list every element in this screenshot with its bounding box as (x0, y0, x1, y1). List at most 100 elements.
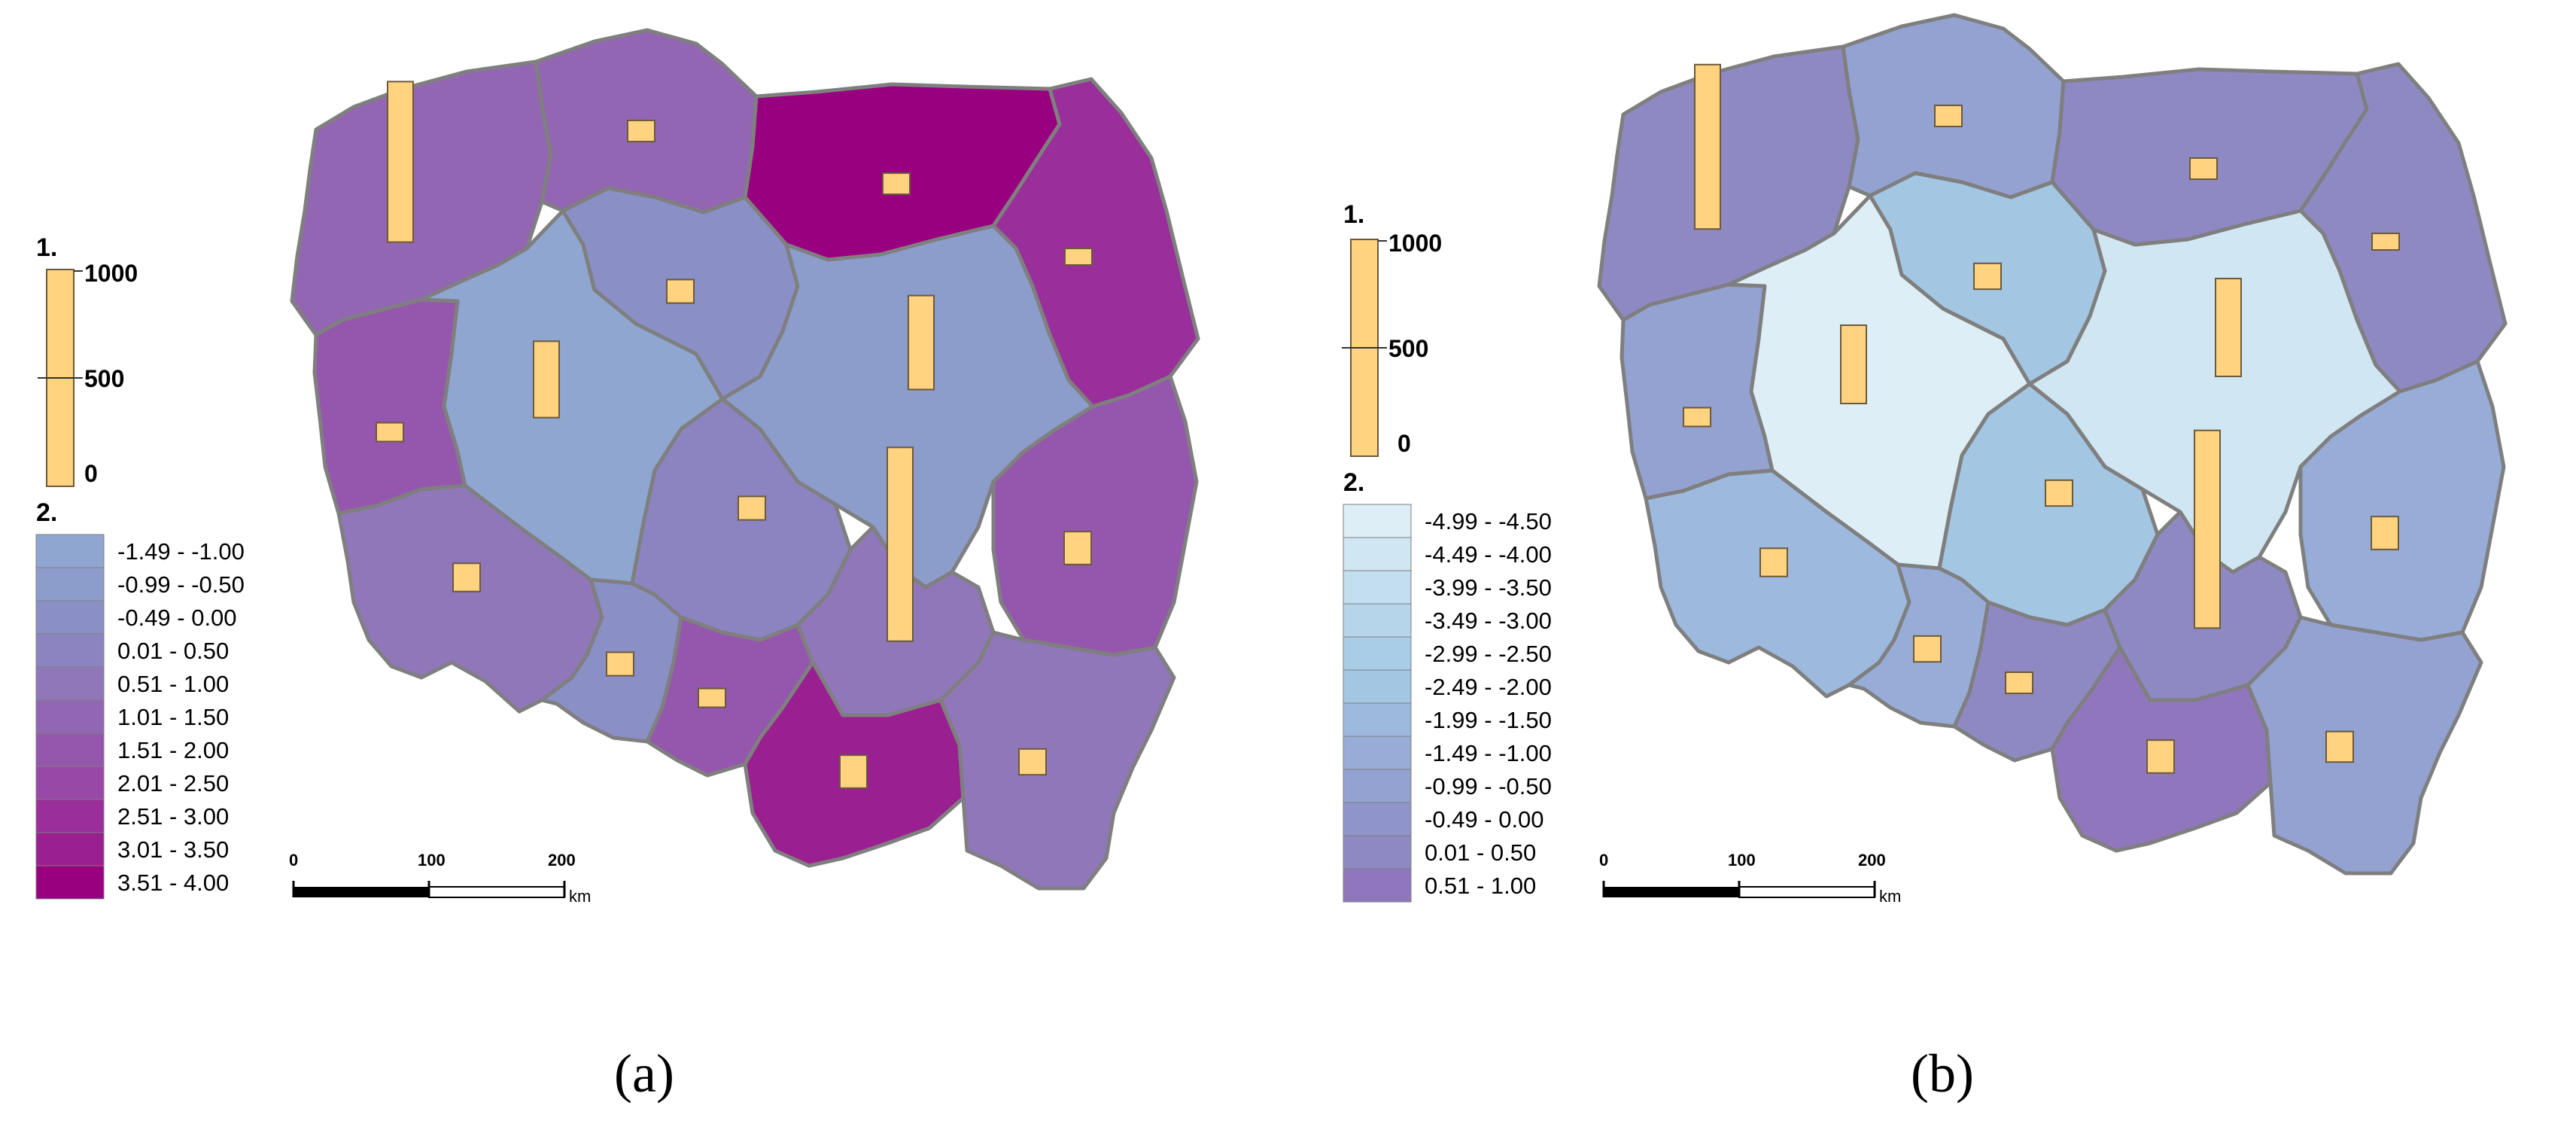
bar-symbol-malopolskie (839, 754, 868, 789)
class-legend-swatch (35, 699, 105, 734)
class-legend-items: -4.99 - -4.50 -4.49 - -4.00 -3.99 - -3.50 -… (1343, 504, 1552, 903)
class-legend-label: 3.51 - 4.00 (117, 870, 229, 896)
class-legend-label: 2.51 - 3.00 (117, 803, 229, 830)
class-legend-swatch (1343, 702, 1412, 737)
panel-caption-a: (a) (614, 1043, 674, 1104)
bar-symbol-opolskie (606, 651, 634, 677)
class-legend-swatch (1343, 603, 1412, 638)
region-podkarpackie[interactable] (2246, 615, 2483, 876)
bar-symbol-dolnoslaskie (1759, 547, 1788, 577)
scale-bar-label-200: 200 (548, 851, 576, 870)
bar-symbol-opolskie (1913, 635, 1942, 663)
scale-bar-unit: km (1879, 887, 1901, 906)
bar-legend-max-label: 1000 (1388, 230, 1442, 257)
scale-bar-black-segment (293, 887, 429, 897)
bar-legend-min-label: 0 (84, 460, 98, 487)
bar-symbol-lodzkie (738, 495, 766, 521)
class-legend-swatch (35, 666, 105, 701)
class-legend-label: -3.49 - -3.00 (1425, 608, 1552, 634)
bar-symbol-wielkopolskie (533, 340, 560, 419)
class-legend-label: -1.99 - -1.50 (1425, 707, 1552, 733)
bar-symbol-podlaskie (2371, 233, 2400, 251)
bar-symbol-kujawsko-pomorskie (666, 279, 695, 304)
class-legend-swatch (35, 766, 105, 800)
class-legend-swatch (1343, 769, 1412, 803)
scale-bar-b: 0 100 200 km (1599, 851, 1901, 906)
class-legend-label: -0.49 - 0.00 (1425, 806, 1544, 833)
class-legend-swatch (1343, 835, 1412, 870)
scale-bar-unit: km (569, 887, 591, 906)
bar-symbol-swietokrzyskie (2194, 429, 2221, 629)
bar-symbol-zachodniopomorskie (1694, 63, 1721, 230)
class-legend-number: 2. (1343, 468, 1364, 497)
scale-bar-label-100: 100 (1728, 851, 1756, 870)
class-legend-label: 2.01 - 2.50 (117, 770, 229, 796)
scale-bar-label-200: 200 (1858, 851, 1886, 870)
map-panel-b: 1. 1000 500 0 2. -4.99 - -4.50 -4.49 - -4… (1288, 0, 2575, 1133)
class-legend-swatch (35, 600, 105, 635)
class-legend-swatch (35, 633, 105, 668)
scale-bar-white-segment (1738, 886, 1875, 898)
map-a-bars (376, 81, 1093, 789)
scale-bar-white-segment (428, 886, 565, 898)
bar-symbol-podkarpackie (2325, 730, 2354, 763)
bar-symbol-wielkopolskie (1840, 324, 1867, 404)
class-legend-label: -2.99 - -2.50 (1425, 641, 1552, 667)
class-legend-swatch (1343, 504, 1412, 538)
map-b-bars (1683, 63, 2400, 774)
class-legend-b: 2. -4.99 - -4.50 -4.49 - -4.00 -3.99 - -3.… (1343, 468, 1552, 903)
bar-symbol-podkarpackie (1018, 748, 1047, 776)
bar-legend-number: 1. (1343, 200, 1364, 229)
bar-symbol-lodzkie (2045, 479, 2073, 507)
class-legend-swatch (1343, 736, 1412, 770)
scale-bar-black-segment (1604, 887, 1739, 897)
bar-symbol-zachodniopomorskie (387, 81, 414, 243)
class-legend-label: -4.49 - -4.00 (1425, 541, 1552, 568)
panel-caption-b: (b) (1911, 1043, 1974, 1104)
scale-bar-label-0: 0 (1599, 851, 1608, 870)
class-legend-label: 1.01 - 1.50 (117, 704, 229, 730)
class-legend-label: -0.49 - 0.00 (117, 605, 237, 631)
class-legend-swatch (1343, 636, 1412, 671)
bar-symbol-lubelskie (2371, 516, 2399, 550)
bar-legend-min-label: 0 (1397, 430, 1411, 457)
class-legend-swatch (35, 865, 105, 900)
bar-size-legend-a: 1. 1000 500 0 (36, 233, 138, 487)
bar-symbol-podlaskie (1064, 248, 1093, 266)
class-legend-swatch (35, 799, 105, 833)
bar-symbol-pomorskie (1934, 104, 1963, 128)
map-panel-a: 1. 1000 500 0 2. -1.49 - -1.00 -0.99 - -0… (35, 28, 1200, 1104)
class-legend-swatch (35, 567, 105, 602)
class-legend-label: 0.01 - 0.50 (1425, 839, 1536, 866)
map-b-svg: 1. 1000 500 0 2. -4.99 - -4.50 -4.49 - -4… (1342, 13, 2508, 1104)
bar-symbol-mazowieckie (2215, 278, 2242, 377)
class-legend-swatch (35, 534, 105, 568)
bar-symbol-kujawsko-pomorskie (1973, 262, 2002, 291)
class-legend-number: 2. (36, 498, 57, 527)
class-legend-label: 0.51 - 1.00 (1425, 873, 1536, 899)
map-a-svg: 1. 1000 500 0 2. -1.49 - -1.00-0.99 - -0… (35, 28, 1200, 1104)
class-legend-swatch (1343, 537, 1412, 571)
class-legend-swatch (35, 832, 105, 867)
bar-symbol-lubuskie (1683, 407, 1711, 428)
bar-symbol-warminsko-mazurskie (2189, 157, 2218, 181)
scale-bar-a: 0 100 200 km (289, 851, 591, 906)
bar-symbol-slaskie (698, 687, 726, 708)
class-legend-label: -4.99 - -4.50 (1425, 508, 1552, 535)
region-podkarpackie[interactable] (938, 630, 1176, 891)
class-legend-label: -3.99 - -3.50 (1425, 574, 1552, 601)
bar-symbol-slaskie (2005, 671, 2033, 695)
bar-symbol-mazowieckie (908, 294, 935, 391)
bar-symbol-lubelskie (1063, 531, 1092, 565)
bar-symbol-swietokrzyskie (887, 446, 914, 642)
class-legend-a: 2. -1.49 - -1.00 -0.99 - -0.50 -0.49 - 0.0… (35, 498, 245, 900)
scale-bar-label-0: 0 (289, 851, 298, 870)
class-legend-label: -0.99 - -0.50 (1425, 773, 1552, 799)
class-legend-items: -1.49 - -1.00 -0.99 - -0.50 -0.49 - 0.00 0.… (35, 534, 245, 900)
bar-size-legend-b: 1. 1000 500 0 (1342, 200, 1442, 457)
bar-symbol-dolnoslaskie (452, 562, 481, 592)
map-a-regions (290, 28, 1200, 891)
bar-symbol-pomorskie (627, 119, 655, 143)
bar-legend-mid-label: 500 (84, 365, 124, 392)
scale-bar-label-100: 100 (418, 851, 446, 870)
